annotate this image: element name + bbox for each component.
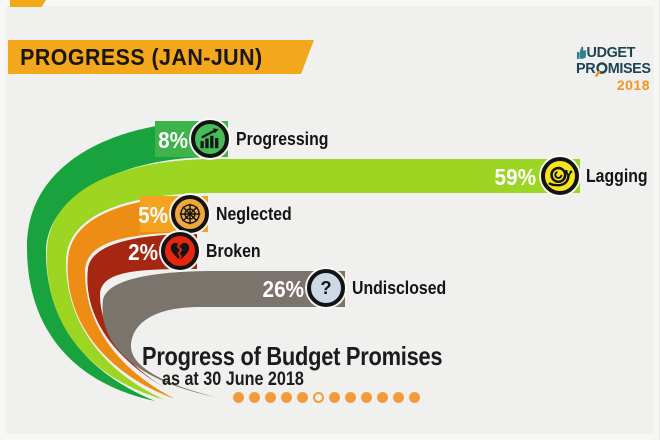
budget-promises-logo: UDGET PR MISES 2018	[576, 45, 656, 94]
logo-year: 2018	[616, 77, 650, 93]
progressing-badge	[191, 120, 229, 158]
pagination-dot-1[interactable]	[233, 392, 244, 403]
chart-subtitle: as at 30 June 2018	[162, 369, 304, 390]
broken-badge	[161, 232, 199, 270]
carousel-pagination	[233, 392, 420, 403]
pagination-dot-6[interactable]	[313, 392, 324, 403]
logo-word2-post: MISES	[607, 60, 651, 77]
value-neglected: 5%	[138, 202, 168, 228]
pagination-dot-11[interactable]	[393, 392, 404, 403]
bar-undisclosed	[102, 271, 346, 397]
label-neglected: Neglected	[216, 204, 292, 224]
value-lagging: 59%	[494, 164, 536, 190]
pagination-dot-12[interactable]	[409, 392, 420, 403]
growth-chart-icon	[200, 128, 219, 149]
pagination-dot-5[interactable]	[297, 392, 308, 403]
logo-word2-pre: PR	[576, 60, 596, 77]
pagination-dot-10[interactable]	[377, 392, 388, 403]
chart-title: Progress of Budget Promises	[142, 341, 443, 371]
pagination-dot-4[interactable]	[281, 392, 292, 403]
bar-neglected	[67, 196, 208, 399]
bar-progressing	[26, 121, 228, 401]
label-lagging: Lagging	[586, 166, 648, 186]
question-mark-icon: ?	[320, 277, 331, 298]
pagination-dot-9[interactable]	[361, 392, 372, 403]
pagination-dot-7[interactable]	[329, 392, 340, 403]
magnifier-icon	[595, 61, 608, 77]
value-progressing: 8%	[158, 127, 188, 153]
bar-lagging	[46, 159, 580, 400]
svg-text:?: ?	[320, 277, 331, 298]
top-edge-ribbon	[10, 0, 46, 7]
thumbs-up-icon	[576, 46, 587, 59]
neglected-badge	[171, 195, 209, 233]
logo-word1: UDGET	[586, 44, 636, 61]
pagination-dot-2[interactable]	[249, 392, 260, 403]
pagination-dot-8[interactable]	[345, 392, 356, 403]
value-broken: 2%	[128, 239, 158, 265]
bar-broken	[87, 234, 197, 398]
value-undisclosed: 26%	[262, 276, 304, 302]
lagging-badge	[541, 157, 579, 195]
logo-line-budget: UDGET	[576, 45, 653, 61]
logo-line-promises: PR MISES	[576, 61, 653, 77]
pagination-dot-3[interactable]	[265, 392, 276, 403]
banner-label: PROGRESS (JAN-JUN)	[20, 43, 263, 70]
undisclosed-badge: ?	[307, 269, 345, 307]
label-broken: Broken	[206, 241, 261, 261]
spider-web-icon	[179, 203, 201, 225]
label-undisclosed: Undisclosed	[352, 278, 447, 298]
label-progressing: Progressing	[236, 129, 329, 149]
snail-icon	[548, 166, 573, 187]
broken-heart-icon	[170, 242, 190, 261]
title-banner: PROGRESS (JAN-JUN)	[8, 40, 314, 74]
